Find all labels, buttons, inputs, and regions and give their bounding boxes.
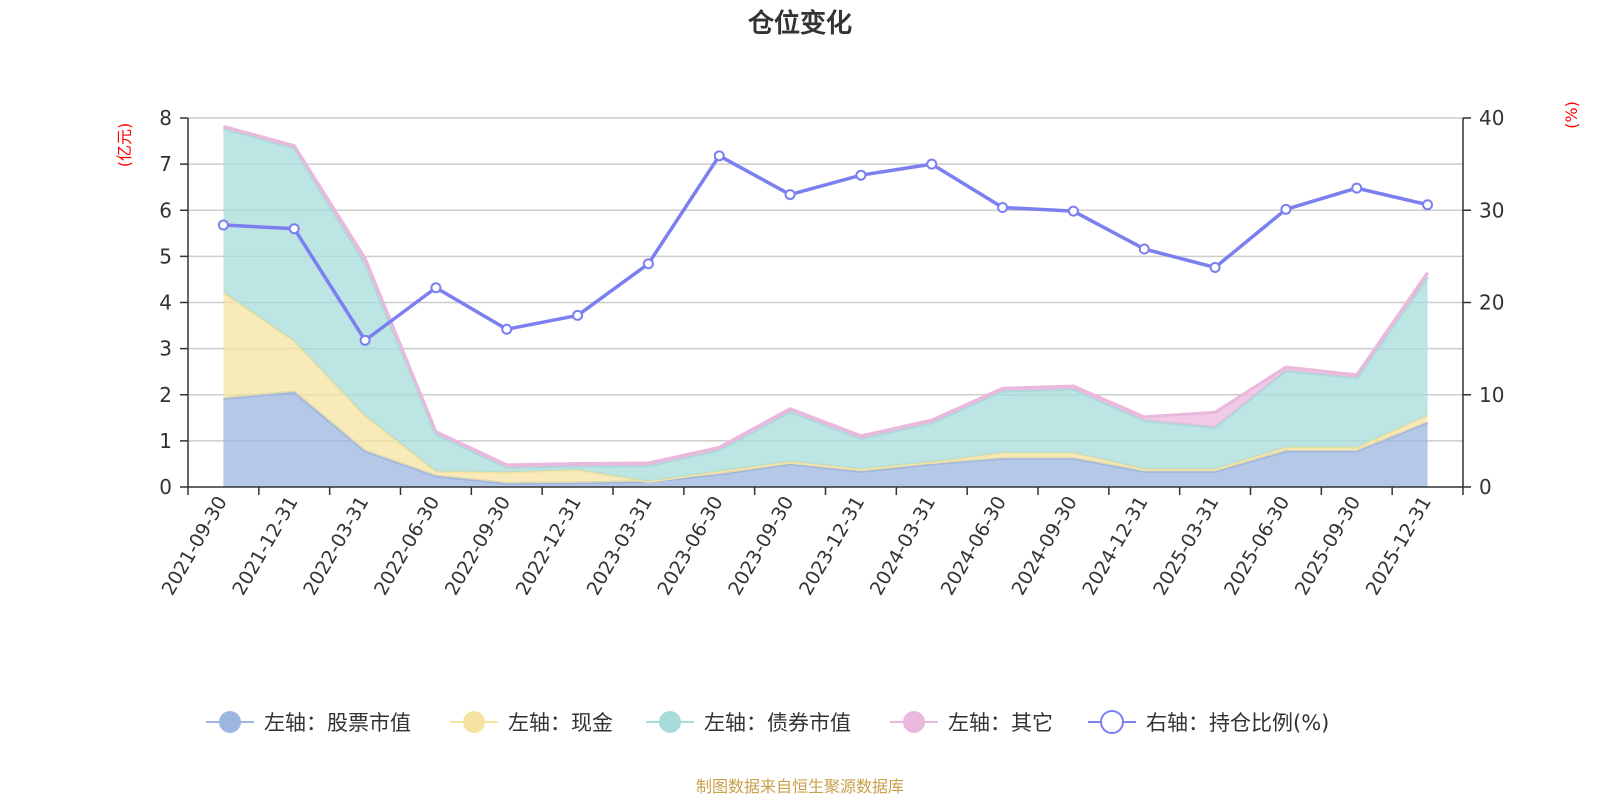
ratio-point[interactable] xyxy=(288,223,300,235)
ratio-line-layer xyxy=(217,150,1434,346)
legend[interactable]: 左轴：股票市值 左轴：现金 左轴：债券市值 左轴：其它 右轴：持仓比例(%) xyxy=(206,710,1329,735)
ratio-point[interactable] xyxy=(217,219,229,231)
left-axis-unit: (亿元) xyxy=(115,123,134,168)
legend-label: 左轴：债券市值 xyxy=(704,711,851,735)
ratio-point[interactable] xyxy=(572,309,584,321)
x-tick-label: 2023-06-30 xyxy=(653,493,727,600)
legend-item-3[interactable]: 左轴：其它 xyxy=(890,711,1053,735)
ratio-point[interactable] xyxy=(713,150,725,162)
legend-label: 左轴：股票市值 xyxy=(264,711,411,735)
ratio-point[interactable] xyxy=(430,282,442,294)
ratio-point[interactable] xyxy=(1351,182,1363,194)
ratio-point[interactable] xyxy=(855,169,867,181)
chart-title: 仓位变化 xyxy=(747,8,852,39)
ratio-point[interactable] xyxy=(642,258,654,270)
left-tick-label: 3 xyxy=(159,337,172,361)
legend-marker xyxy=(1100,710,1124,734)
x-tick-label: 2022-12-31 xyxy=(512,493,586,600)
x-tick-label: 2025-12-31 xyxy=(1362,493,1436,600)
x-tick-label: 2024-03-31 xyxy=(866,493,940,600)
left-tick-label: 2 xyxy=(159,383,172,407)
right-tick-label: 30 xyxy=(1479,198,1504,222)
legend-item-0[interactable]: 左轴：股票市值 xyxy=(206,711,411,735)
legend-marker xyxy=(659,711,681,733)
legend-item-2[interactable]: 左轴：债券市值 xyxy=(646,711,851,735)
legend-label: 右轴：持仓比例(%) xyxy=(1146,711,1329,735)
ratio-point[interactable] xyxy=(1422,199,1434,211)
x-tick-label: 2025-06-30 xyxy=(1220,493,1294,600)
left-tick-label: 1 xyxy=(159,429,172,453)
x-tick-label: 2024-09-30 xyxy=(1007,493,1081,600)
ratio-point[interactable] xyxy=(926,158,938,170)
left-tick-label: 6 xyxy=(159,198,172,222)
left-tick-label: 0 xyxy=(159,475,172,499)
x-tick-label: 2022-09-30 xyxy=(441,493,515,600)
left-tick-label: 8 xyxy=(159,106,172,130)
left-tick-label: 7 xyxy=(159,152,172,176)
right-tick-label: 20 xyxy=(1479,291,1504,315)
right-tick-label: 0 xyxy=(1479,475,1492,499)
x-tick-label: 2025-03-31 xyxy=(1149,493,1223,600)
area-series-2 xyxy=(223,128,1428,482)
ratio-point[interactable] xyxy=(1067,205,1079,217)
x-tick-label: 2023-03-31 xyxy=(582,493,656,600)
x-tick-label: 2022-06-30 xyxy=(370,492,444,599)
left-tick-label: 5 xyxy=(159,244,172,268)
ratio-point[interactable] xyxy=(1138,243,1150,255)
ratio-point[interactable] xyxy=(1280,203,1292,215)
stacked-areas xyxy=(222,124,1429,487)
x-tick-label: 2021-09-30 xyxy=(157,493,231,600)
area-edge-3 xyxy=(223,124,1429,467)
source-note: 制图数据来自恒生聚源数据库 xyxy=(696,777,904,796)
ratio-point[interactable] xyxy=(784,189,796,201)
legend-marker xyxy=(463,711,485,733)
legend-label: 左轴：现金 xyxy=(508,711,613,735)
left-tick-label: 4 xyxy=(159,291,172,315)
right-tick-label: 10 xyxy=(1479,383,1504,407)
x-tick-label: 2024-06-30 xyxy=(937,492,1011,599)
x-tick-label: 2023-09-30 xyxy=(724,493,798,600)
x-tick-label: 2021-12-31 xyxy=(228,493,302,600)
legend-label: 左轴：其它 xyxy=(948,711,1053,735)
ratio-line xyxy=(223,154,1428,343)
legend-item-1[interactable]: 左轴：现金 xyxy=(450,711,613,735)
ratio-point[interactable] xyxy=(501,323,513,335)
legend-marker xyxy=(219,711,241,733)
right-axis-unit: (%) xyxy=(1562,101,1581,129)
x-tick-label: 2023-12-31 xyxy=(795,493,869,600)
ratio-point[interactable] xyxy=(1209,261,1221,273)
ratio-point[interactable] xyxy=(359,334,371,346)
right-tick-label: 40 xyxy=(1479,106,1504,130)
x-tick-label: 2022-03-31 xyxy=(299,493,373,600)
legend-marker xyxy=(903,711,925,733)
x-tick-label: 2024-12-31 xyxy=(1078,493,1152,600)
ratio-point[interactable] xyxy=(997,201,1009,213)
legend-item-4[interactable]: 右轴：持仓比例(%) xyxy=(1088,710,1329,735)
x-tick-label: 2025-09-30 xyxy=(1291,493,1365,600)
